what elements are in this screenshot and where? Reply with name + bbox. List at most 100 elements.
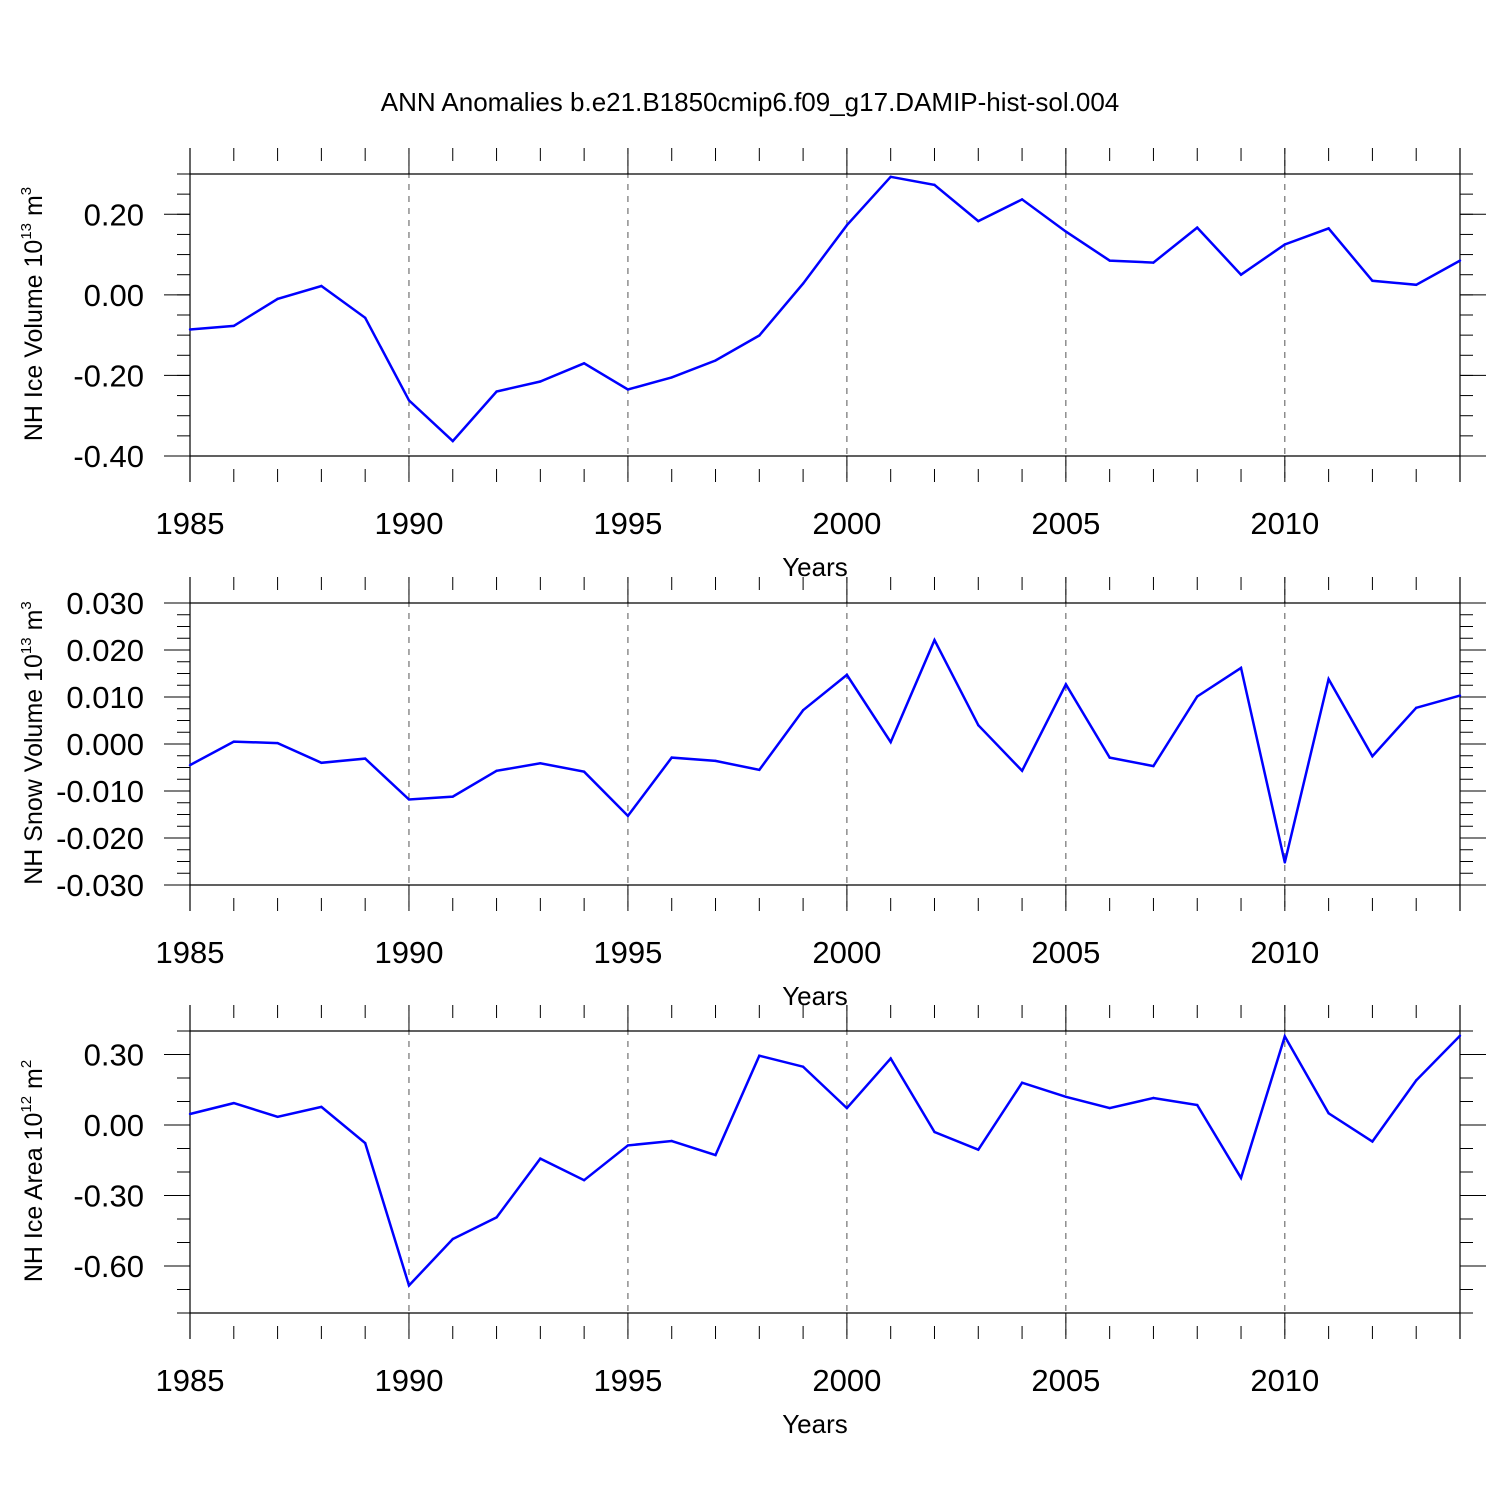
chart-panel-3: -0.60 -0.30 0.00 0.30 1985 1990 1995 2000 2005 20… (18, 1005, 1486, 1439)
data-point (1415, 706, 1418, 710)
data-point (407, 399, 411, 402)
data-point (758, 1054, 761, 1057)
data-point (670, 376, 673, 379)
y-tick-label: 0.010 (66, 680, 144, 715)
data-point (933, 183, 936, 187)
data-point (714, 759, 717, 763)
data-point (1064, 1095, 1068, 1099)
data-point (407, 798, 411, 801)
data-point (1064, 230, 1068, 233)
chart-panel-1: -0.40 -0.20 0.00 0.20 1985 1990 1995 2000 2005 20… (18, 148, 1486, 582)
data-point (539, 1157, 542, 1160)
y-tick-label: 0.030 (66, 586, 144, 621)
data-point (1020, 198, 1024, 201)
y-axis-label: NH Ice Area 1012 m2 (18, 1060, 48, 1282)
data-point (933, 638, 936, 642)
x-tick-label: 2005 (1031, 1363, 1100, 1398)
data-point (758, 334, 761, 337)
data-point (1371, 1140, 1374, 1143)
data-point (451, 795, 454, 798)
y-tick-label: 0.020 (66, 633, 144, 668)
data-point (1371, 755, 1374, 758)
y-tick-label: -0.020 (56, 821, 144, 856)
x-tick-label: 1990 (374, 935, 443, 970)
data-point (363, 316, 367, 320)
data-point (1196, 226, 1199, 229)
data-point (582, 770, 586, 773)
data-point (1152, 764, 1155, 768)
series-line (189, 637, 1461, 863)
x-tick-label: 2005 (1031, 506, 1100, 541)
data-point (188, 328, 192, 331)
data-point (758, 768, 761, 772)
data-point (1283, 243, 1287, 246)
data-point (1152, 261, 1155, 264)
x-tick-label: 1995 (593, 935, 662, 970)
data-point (977, 724, 980, 727)
data-point (1064, 683, 1068, 686)
data-point (1239, 273, 1243, 276)
data-point (1108, 1106, 1111, 1110)
y-tick-label: 0.20 (84, 197, 144, 232)
y-tick-label: -0.010 (56, 774, 144, 809)
data-point (801, 1065, 805, 1068)
data-point (1239, 1176, 1243, 1180)
data-point (1196, 1103, 1199, 1107)
y-axis-label: NH Ice Volume 1013 m3 (18, 187, 48, 441)
data-point (626, 814, 630, 818)
figure-title: ANN Anomalies b.e21.B1850cmip6.f09_g17.D… (381, 87, 1120, 117)
x-tick-label: 2000 (812, 506, 881, 541)
data-point (1196, 695, 1199, 698)
data-point (977, 1148, 980, 1151)
x-tick-label: 2010 (1250, 935, 1319, 970)
data-point (845, 223, 849, 227)
data-point (1239, 666, 1243, 670)
data-point (451, 439, 454, 443)
data-point (495, 1216, 498, 1219)
data-point (320, 761, 323, 764)
data-point (188, 763, 192, 767)
x-tick-label: 1995 (593, 506, 662, 541)
y-tick-label: -0.030 (56, 868, 144, 903)
x-tick-label: 2000 (812, 935, 881, 970)
data-point (1327, 227, 1330, 230)
data-point (1283, 1035, 1287, 1038)
data-point (1152, 1096, 1155, 1100)
data-point (1283, 861, 1287, 864)
data-point (276, 1115, 279, 1118)
data-point (363, 1141, 367, 1145)
y-tick-label: -0.30 (73, 1179, 144, 1214)
data-point (582, 362, 586, 365)
data-point (1108, 259, 1111, 262)
x-tick-label: 1990 (374, 506, 443, 541)
data-point (407, 1284, 411, 1287)
x-axis-label: Years (782, 552, 848, 582)
data-point (626, 388, 630, 391)
data-point (845, 673, 849, 677)
data-point (1415, 1079, 1418, 1082)
data-point (977, 219, 980, 223)
data-point (845, 1106, 849, 1110)
y-tick-label: 0.30 (84, 1038, 144, 1073)
data-point (451, 1237, 454, 1241)
data-point (1458, 259, 1462, 262)
data-point (232, 324, 235, 328)
data-point (714, 359, 717, 362)
x-tick-label: 2005 (1031, 935, 1100, 970)
x-tick-label: 1985 (156, 935, 225, 970)
y-tick-label: 0.00 (84, 1108, 144, 1143)
data-point (889, 740, 892, 744)
data-point (276, 297, 279, 301)
data-point (1020, 769, 1024, 772)
data-point (320, 1105, 323, 1109)
data-point (801, 708, 805, 712)
panels: -0.40 -0.20 0.00 0.20 1985 1990 1995 2000 2005 20… (18, 148, 1486, 1439)
data-point (1327, 1112, 1330, 1115)
data-point (714, 1153, 717, 1157)
data-point (801, 282, 805, 285)
data-point (1371, 279, 1374, 282)
y-axis-label: NH Snow Volume 1013 m3 (18, 601, 48, 885)
y-tick-label: -0.20 (73, 358, 144, 393)
x-tick-label: 1985 (156, 1363, 225, 1398)
